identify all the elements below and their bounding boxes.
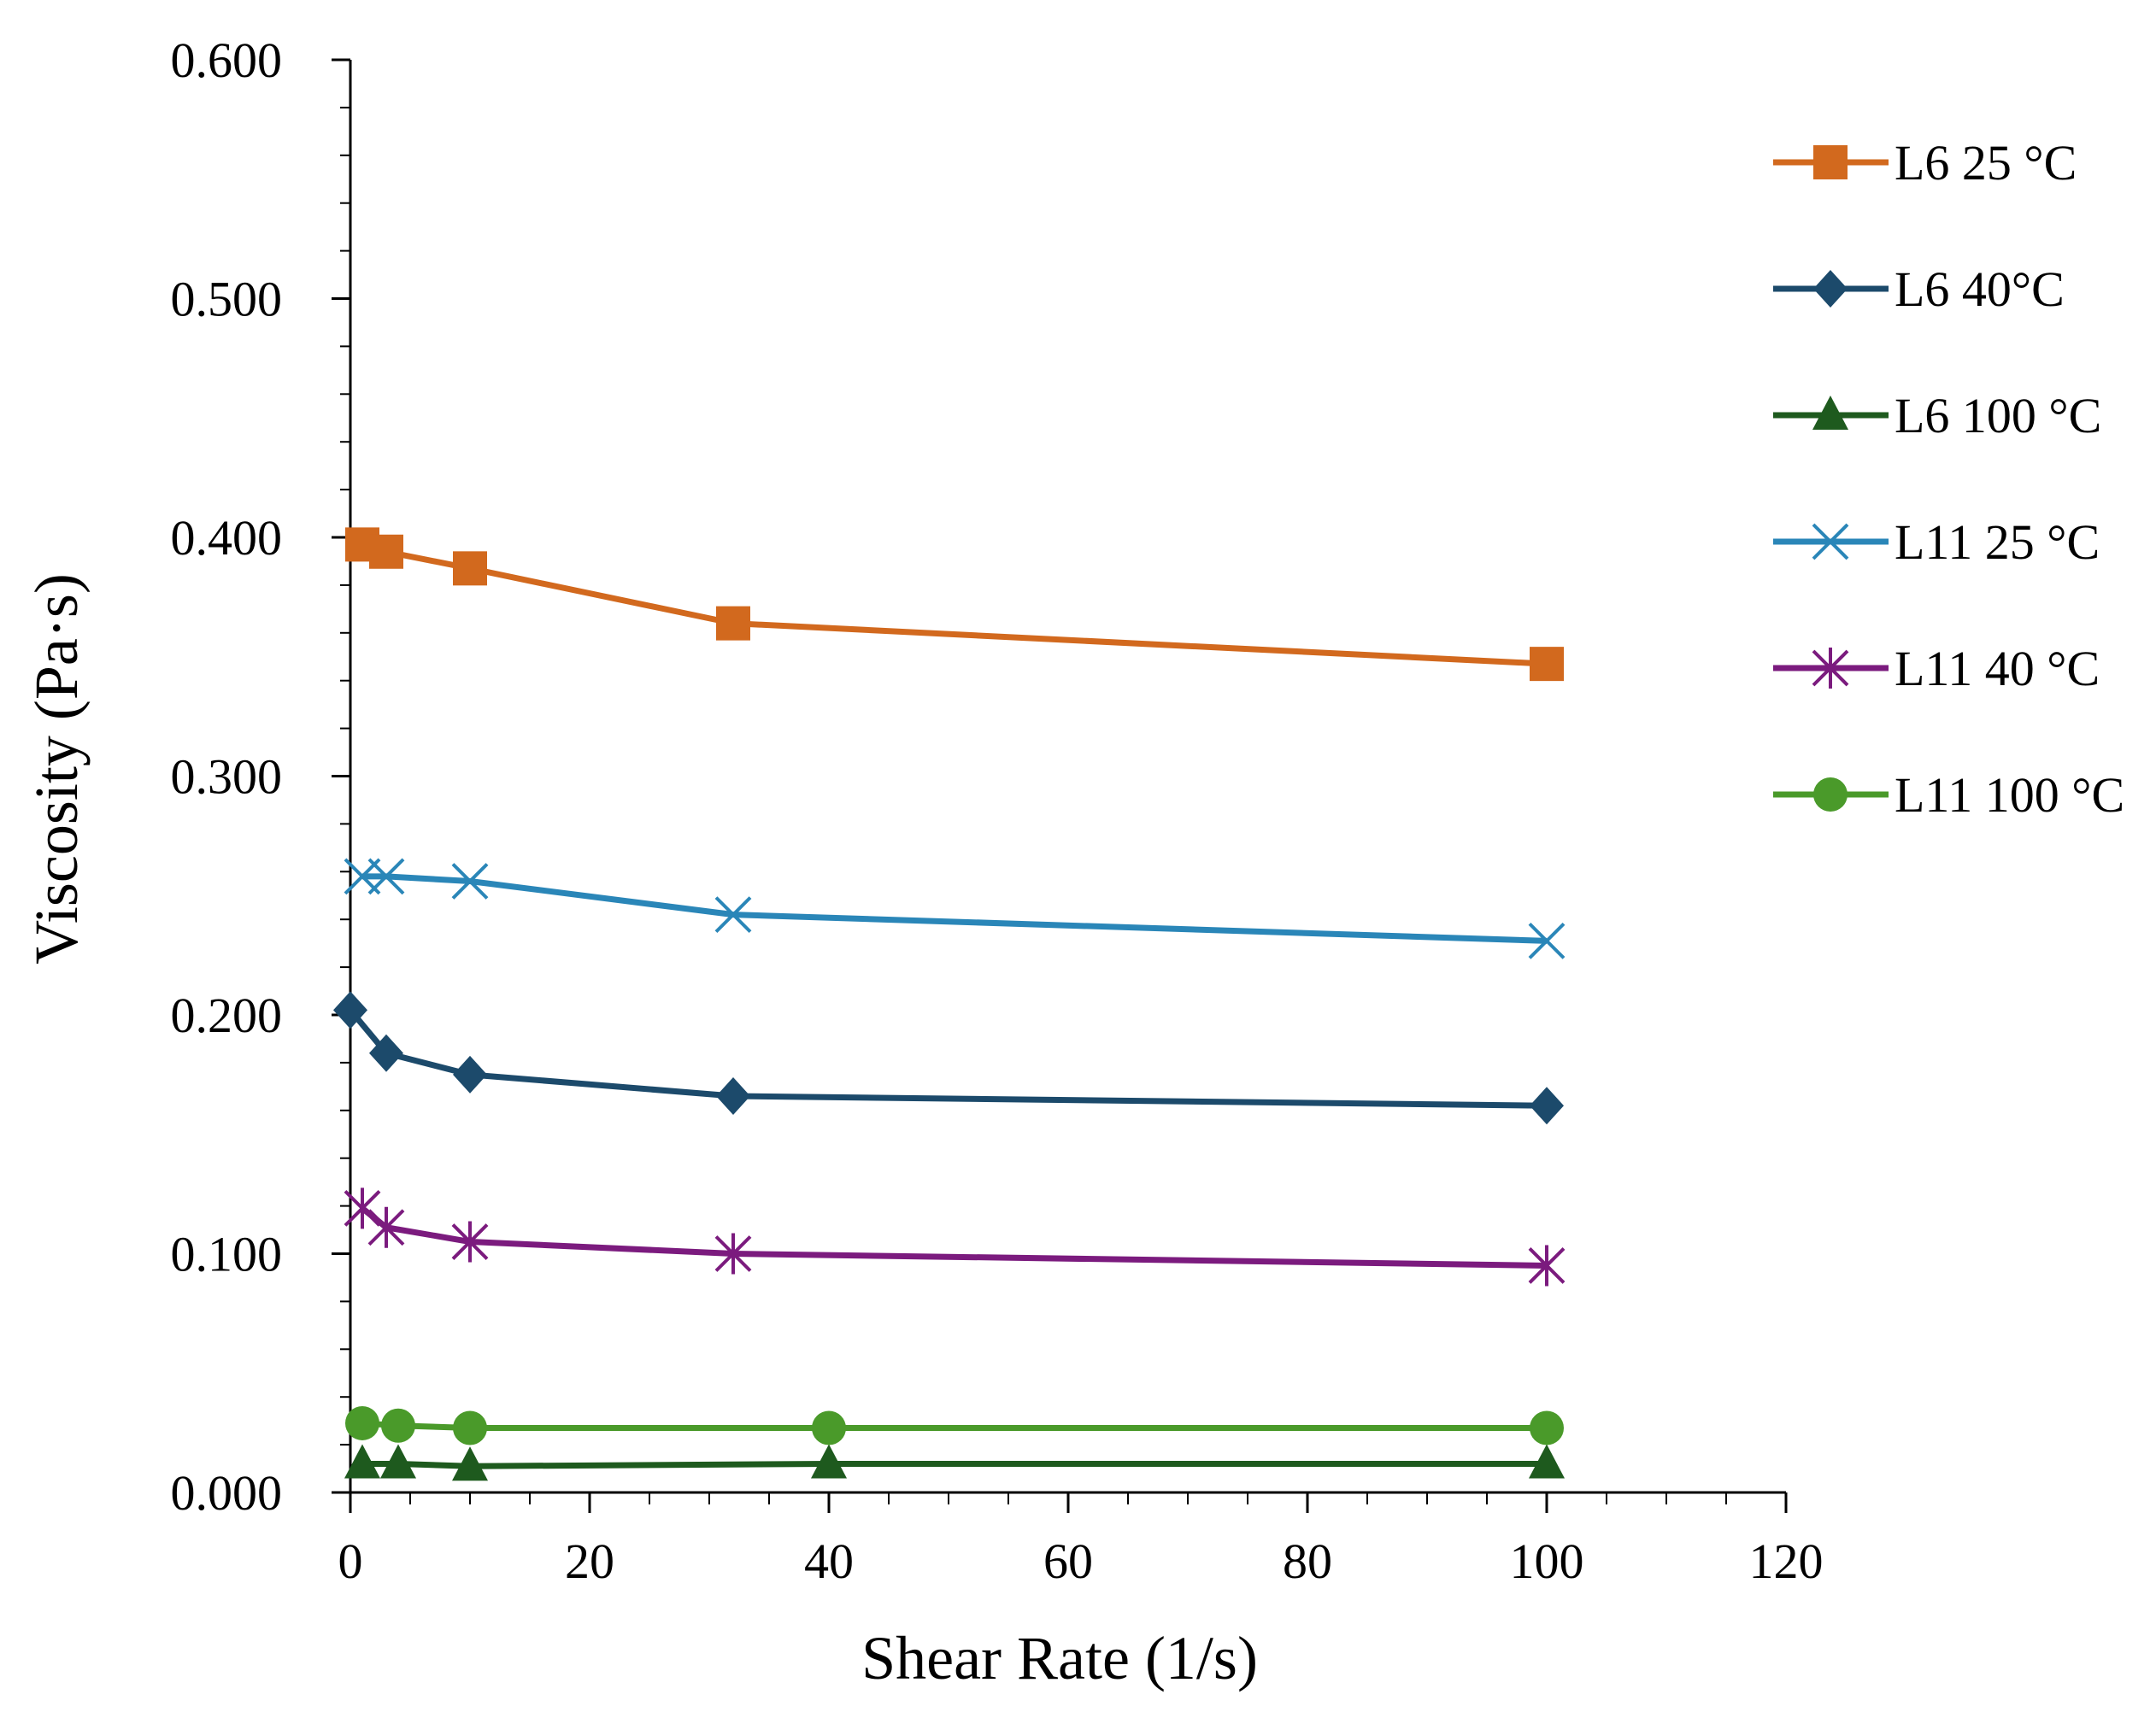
legend-marker xyxy=(1812,523,1849,560)
series-line xyxy=(348,1008,1548,1109)
data-point xyxy=(453,551,487,586)
series-2 xyxy=(333,991,1564,1125)
data-point xyxy=(1530,1087,1564,1125)
y-axis-title: Viscosity (Pa·s) xyxy=(22,573,91,965)
legend-label: L11 25 °C xyxy=(1895,514,2100,570)
data-point xyxy=(714,896,752,934)
data-point xyxy=(381,1408,415,1443)
data-point xyxy=(344,1187,381,1229)
data-point xyxy=(369,534,403,569)
data-point xyxy=(716,606,750,641)
y-tick-label: 0.600 xyxy=(171,32,283,88)
series-5 xyxy=(344,1187,1566,1287)
legend-label: L6 25 °C xyxy=(1895,135,2077,191)
legend-label: L11 100 °C xyxy=(1895,767,2124,823)
series-3 xyxy=(344,1444,1565,1481)
data-point xyxy=(1528,1245,1566,1287)
data-point xyxy=(811,1444,847,1479)
x-tick-label: 60 xyxy=(1043,1533,1093,1589)
legend-entry: L11 25 °C xyxy=(1773,514,2100,570)
y-tick-label: 0.000 xyxy=(171,1465,283,1521)
legend-marker xyxy=(1813,270,1848,308)
data-point xyxy=(716,1077,750,1116)
data-point xyxy=(1529,1444,1565,1479)
y-tick-label: 0.400 xyxy=(171,510,283,566)
data-point xyxy=(369,1034,403,1072)
data-point xyxy=(1528,922,1566,959)
series-line xyxy=(361,1420,1547,1432)
legend-marker xyxy=(1813,777,1848,812)
series-1 xyxy=(345,527,1564,682)
series-line xyxy=(360,1205,1548,1269)
data-point xyxy=(453,1055,487,1094)
legend-entry: L6 25 °C xyxy=(1773,135,2077,191)
y-tick-label: 0.500 xyxy=(171,272,283,327)
data-point xyxy=(451,1221,489,1263)
series-line xyxy=(361,542,1548,667)
legend-marker xyxy=(1813,145,1848,179)
x-tick-label: 0 xyxy=(338,1533,363,1589)
data-point xyxy=(714,1233,752,1275)
x-tick-label: 80 xyxy=(1283,1533,1332,1589)
legend-entry: L6 100 °C xyxy=(1773,388,2101,443)
legend-label: L6 100 °C xyxy=(1895,388,2101,443)
series-6 xyxy=(345,1405,1564,1445)
data-point xyxy=(367,1206,405,1248)
x-axis-title: Shear Rate (1/s) xyxy=(861,1624,1258,1692)
y-tick-label: 0.300 xyxy=(171,749,283,805)
legend: L6 25 °C L6 40°C L6 100 °C L11 25 °C L11 40 … xyxy=(1773,135,2124,823)
data-point xyxy=(380,1444,416,1479)
x-tick-label: 120 xyxy=(1749,1533,1824,1589)
data-point xyxy=(812,1410,846,1445)
data-point xyxy=(451,863,489,900)
data-point xyxy=(367,858,405,895)
y-tick-label: 0.100 xyxy=(171,1227,283,1282)
legend-marker xyxy=(1812,648,1849,689)
series-line xyxy=(362,1460,1547,1469)
legend-entry: L11 100 °C xyxy=(1773,767,2124,823)
legend-label: L11 40 °C xyxy=(1895,641,2100,696)
x-tick-label: 20 xyxy=(565,1533,614,1589)
x-tick-label: 40 xyxy=(804,1533,854,1589)
legend-marker xyxy=(1812,396,1848,430)
legend-entry: L6 40°C xyxy=(1773,261,2065,317)
x-tick-label: 100 xyxy=(1510,1533,1584,1589)
legend-label: L6 40°C xyxy=(1895,261,2065,317)
data-point xyxy=(452,1446,488,1481)
data-point xyxy=(344,1444,380,1479)
data-point xyxy=(1530,647,1564,682)
legend-entry: L11 40 °C xyxy=(1773,641,2100,696)
data-point xyxy=(1530,1410,1564,1445)
data-point xyxy=(345,1405,379,1440)
axes: 0.000 0.100 0.200 0.300 0.400 0.500 0.600 0 20 40… xyxy=(171,32,1824,1589)
series-line xyxy=(362,873,1548,944)
series-4 xyxy=(344,858,1566,959)
data-point xyxy=(333,991,367,1029)
y-tick-label: 0.200 xyxy=(171,988,283,1043)
series-layer xyxy=(333,527,1566,1481)
data-point xyxy=(453,1410,487,1445)
